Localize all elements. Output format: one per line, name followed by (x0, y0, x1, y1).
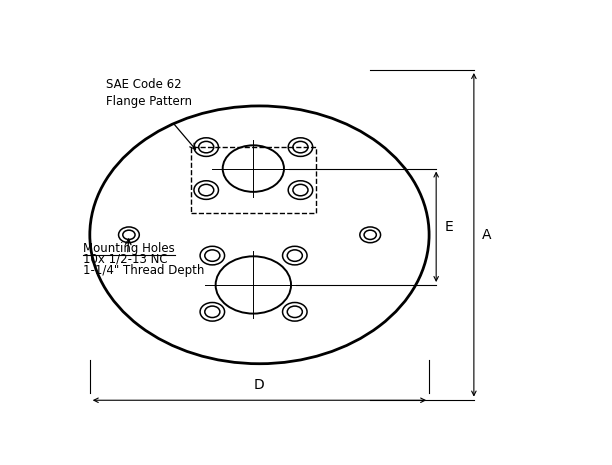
Text: 10x 1/2-13 NC: 10x 1/2-13 NC (83, 252, 167, 266)
Text: Mounting Holes: Mounting Holes (83, 241, 174, 254)
Text: SAE Code 62
Flange Pattern: SAE Code 62 Flange Pattern (106, 78, 192, 108)
Bar (191, 147, 316, 213)
Text: A: A (482, 228, 492, 242)
Text: 1-1/4" Thread Depth: 1-1/4" Thread Depth (83, 264, 204, 277)
Text: D: D (254, 379, 265, 392)
Text: E: E (445, 220, 453, 234)
